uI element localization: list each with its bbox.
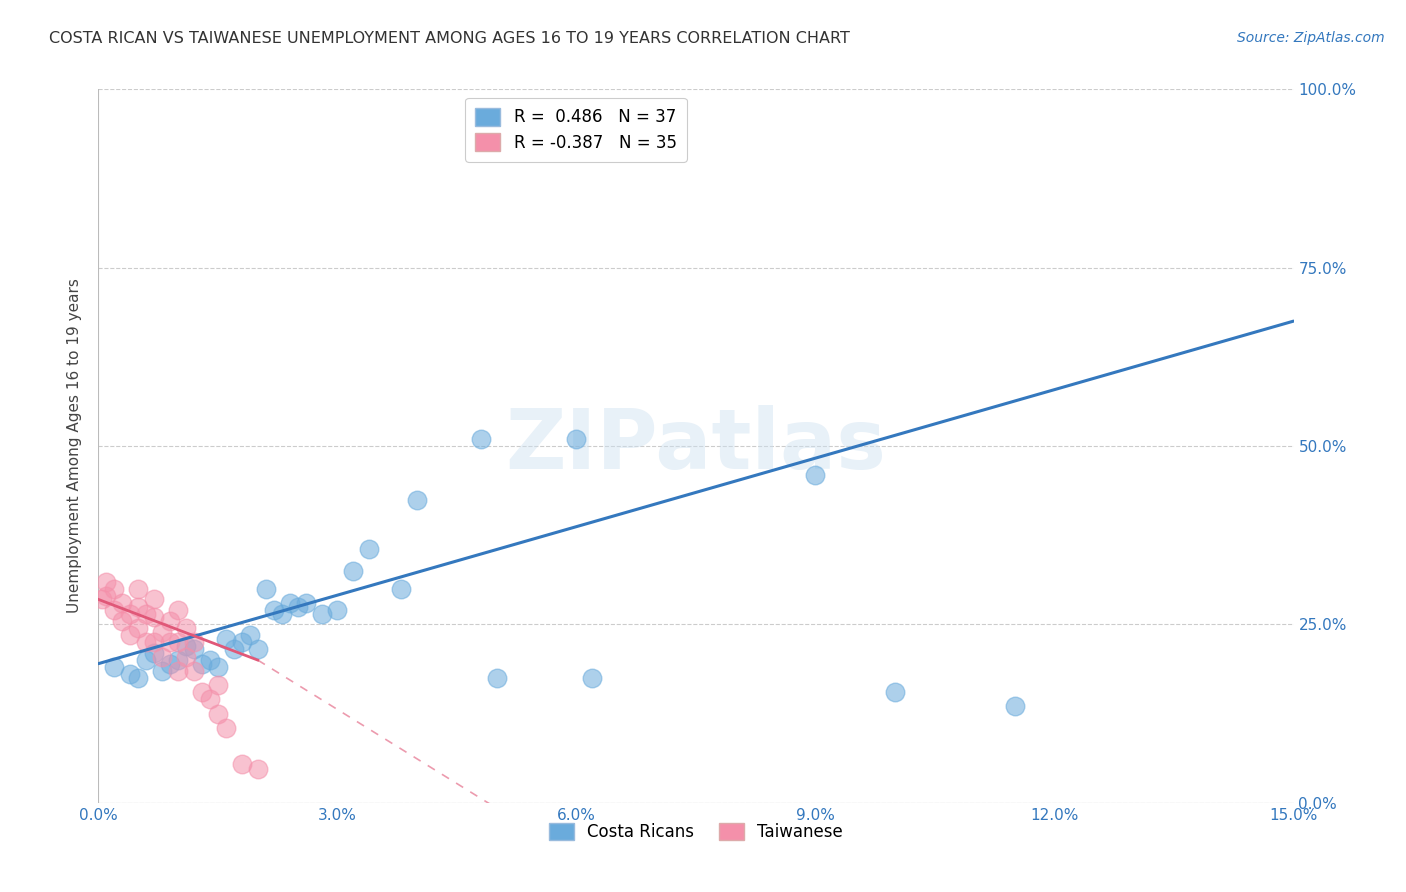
Text: COSTA RICAN VS TAIWANESE UNEMPLOYMENT AMONG AGES 16 TO 19 YEARS CORRELATION CHAR: COSTA RICAN VS TAIWANESE UNEMPLOYMENT AM… — [49, 31, 851, 46]
Point — [143, 646, 166, 660]
Y-axis label: Unemployment Among Ages 16 to 19 years: Unemployment Among Ages 16 to 19 years — [67, 278, 83, 614]
Point — [103, 582, 125, 596]
Point — [406, 492, 429, 507]
Point — [1004, 699, 1026, 714]
Point — [111, 596, 134, 610]
Point — [143, 610, 166, 624]
Point — [127, 599, 149, 614]
Point — [359, 542, 381, 557]
Point — [103, 603, 125, 617]
Point — [174, 649, 197, 664]
Point — [804, 467, 827, 482]
Point — [167, 603, 190, 617]
Legend: Costa Ricans, Taiwanese: Costa Ricans, Taiwanese — [543, 816, 849, 848]
Point — [174, 639, 197, 653]
Point — [183, 635, 205, 649]
Point — [159, 635, 181, 649]
Point — [120, 667, 142, 681]
Point — [207, 660, 229, 674]
Point — [311, 607, 333, 621]
Point — [159, 657, 181, 671]
Point — [111, 614, 134, 628]
Point — [215, 632, 238, 646]
Point — [287, 599, 309, 614]
Point — [326, 603, 349, 617]
Text: ZIPatlas: ZIPatlas — [506, 406, 886, 486]
Point — [183, 642, 205, 657]
Point — [342, 564, 364, 578]
Point — [167, 635, 190, 649]
Point — [167, 653, 190, 667]
Point — [389, 582, 412, 596]
Point — [198, 653, 221, 667]
Point — [254, 582, 277, 596]
Point — [150, 664, 173, 678]
Point — [246, 762, 269, 776]
Point — [127, 621, 149, 635]
Point — [485, 671, 508, 685]
Point — [150, 624, 173, 639]
Point — [103, 660, 125, 674]
Point — [96, 589, 118, 603]
Point — [207, 678, 229, 692]
Point — [215, 721, 238, 735]
Point — [91, 592, 114, 607]
Point — [239, 628, 262, 642]
Point — [231, 635, 253, 649]
Point — [183, 664, 205, 678]
Point — [270, 607, 292, 621]
Point — [884, 685, 907, 699]
Point — [159, 614, 181, 628]
Point — [191, 685, 214, 699]
Point — [246, 642, 269, 657]
Point — [135, 635, 157, 649]
Point — [581, 671, 603, 685]
Point — [167, 664, 190, 678]
Point — [470, 432, 492, 446]
Text: Source: ZipAtlas.com: Source: ZipAtlas.com — [1237, 31, 1385, 45]
Point — [222, 642, 245, 657]
Point — [143, 592, 166, 607]
Point — [135, 607, 157, 621]
Point — [207, 706, 229, 721]
Point — [96, 574, 118, 589]
Point — [120, 607, 142, 621]
Point — [191, 657, 214, 671]
Point — [127, 582, 149, 596]
Point — [198, 692, 221, 706]
Point — [143, 635, 166, 649]
Point — [278, 596, 301, 610]
Point — [565, 432, 588, 446]
Point — [150, 649, 173, 664]
Point — [294, 596, 316, 610]
Point — [135, 653, 157, 667]
Point — [174, 621, 197, 635]
Point — [231, 756, 253, 771]
Point — [263, 603, 285, 617]
Point — [127, 671, 149, 685]
Point — [120, 628, 142, 642]
